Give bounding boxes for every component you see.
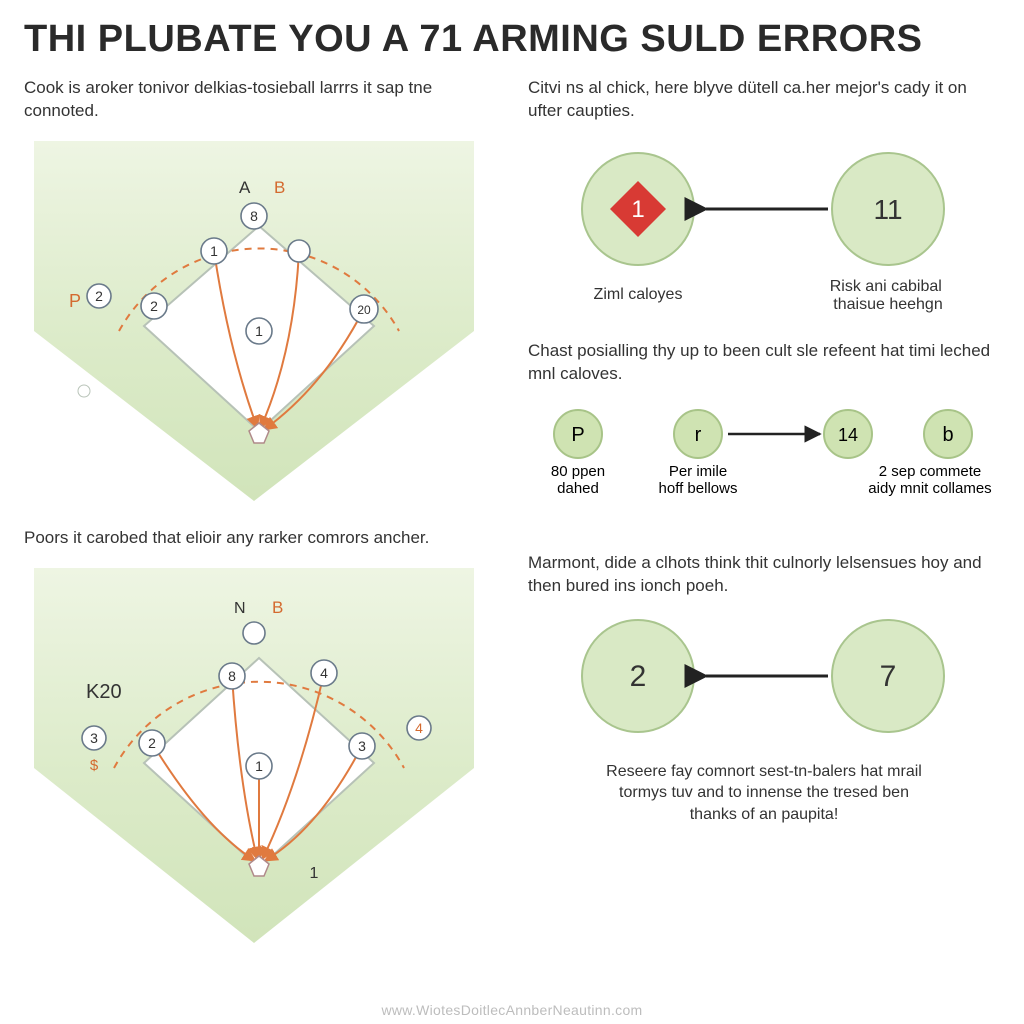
svg-text:8: 8 xyxy=(250,208,258,224)
panel2-caption: Poors it carobed that elioir any rarker … xyxy=(24,527,496,550)
svg-text:1: 1 xyxy=(210,243,218,259)
page-title: Thi Plubate You a 71 Arming Suld Errors xyxy=(0,0,1024,67)
svg-text:2: 2 xyxy=(150,298,158,314)
svg-text:Ziml caloyes: Ziml caloyes xyxy=(594,286,683,303)
svg-text:8: 8 xyxy=(228,668,236,684)
block2-caption: Chast posialling thy up to been cult sle… xyxy=(528,340,1000,386)
field-diagram-2: 8 4 2 3 1 3 4 1 $ N B K20 xyxy=(24,558,484,958)
svg-text:2: 2 xyxy=(148,735,156,751)
panel1-caption: Cook is aroker tonivor delkias-tosieball… xyxy=(24,77,496,123)
label-P: P xyxy=(69,291,81,311)
label-N: N xyxy=(234,600,246,617)
svg-text:14: 14 xyxy=(838,425,858,445)
label-A: A xyxy=(239,178,251,197)
circle4-value: 7 xyxy=(880,660,897,693)
label-B: B xyxy=(274,178,285,197)
footer-url: www.WiotesDoitlecAnnberNeautinn.com xyxy=(0,1002,1024,1018)
svg-text:3: 3 xyxy=(90,730,98,746)
svg-text:P: P xyxy=(571,424,584,446)
circle-pair-1: 1 11 Ziml caloyes Risk ani cabibal thais… xyxy=(528,131,1000,336)
svg-text:$: $ xyxy=(90,757,99,774)
svg-text:2: 2 xyxy=(95,288,103,304)
field-panel-2: 8 4 2 3 1 3 4 1 $ N B K20 xyxy=(24,558,484,958)
svg-text:b: b xyxy=(942,424,953,446)
svg-text:80 ppendahed: 80 ppendahed xyxy=(551,463,605,497)
svg-text:r: r xyxy=(695,424,702,446)
pill-row: P r 14 b 80 ppendahed Per imilehoff bell… xyxy=(528,402,1000,532)
field-panel-1: 8 1 2 20 1 2 A B P xyxy=(24,131,484,511)
right-column: Citvi ns al chick, here blyve dütell ca.… xyxy=(512,67,1024,1021)
svg-text:Per imilehoff bellows: Per imilehoff bellows xyxy=(659,463,738,497)
field-diagram-1: 8 1 2 20 1 2 A B P xyxy=(24,131,484,511)
svg-text:1: 1 xyxy=(255,758,263,774)
circle1-value: 1 xyxy=(631,196,644,223)
columns: Cook is aroker tonivor delkias-tosieball… xyxy=(0,67,1024,1021)
circle2-value: 11 xyxy=(873,194,902,225)
block3-trailer: Reseere fay comnort sest-tn-balers hat m… xyxy=(594,761,934,826)
svg-text:1: 1 xyxy=(255,323,263,339)
circle-pair-2: 2 7 xyxy=(528,606,1000,761)
circle3-value: 2 xyxy=(630,660,647,693)
svg-text:Risk ani cabibal tha: Risk ani cabibal thaisue heehgn xyxy=(830,278,947,313)
svg-text:1: 1 xyxy=(310,865,319,882)
svg-text:20: 20 xyxy=(357,303,371,317)
svg-text:4: 4 xyxy=(320,665,328,681)
label-B2: B xyxy=(272,598,283,617)
svg-text:3: 3 xyxy=(358,738,366,754)
left-column: Cook is aroker tonivor delkias-tosieball… xyxy=(0,67,512,1021)
svg-text:2 sep commeteaidy mnit collame: 2 sep commeteaidy mnit collames xyxy=(868,463,991,497)
svg-text:4: 4 xyxy=(415,720,423,736)
block1-caption: Citvi ns al chick, here blyve dütell ca.… xyxy=(528,77,1000,123)
block3-caption: Marmont, dide a clhots think thit culnor… xyxy=(528,552,1000,598)
label-K20: K20 xyxy=(86,681,122,703)
